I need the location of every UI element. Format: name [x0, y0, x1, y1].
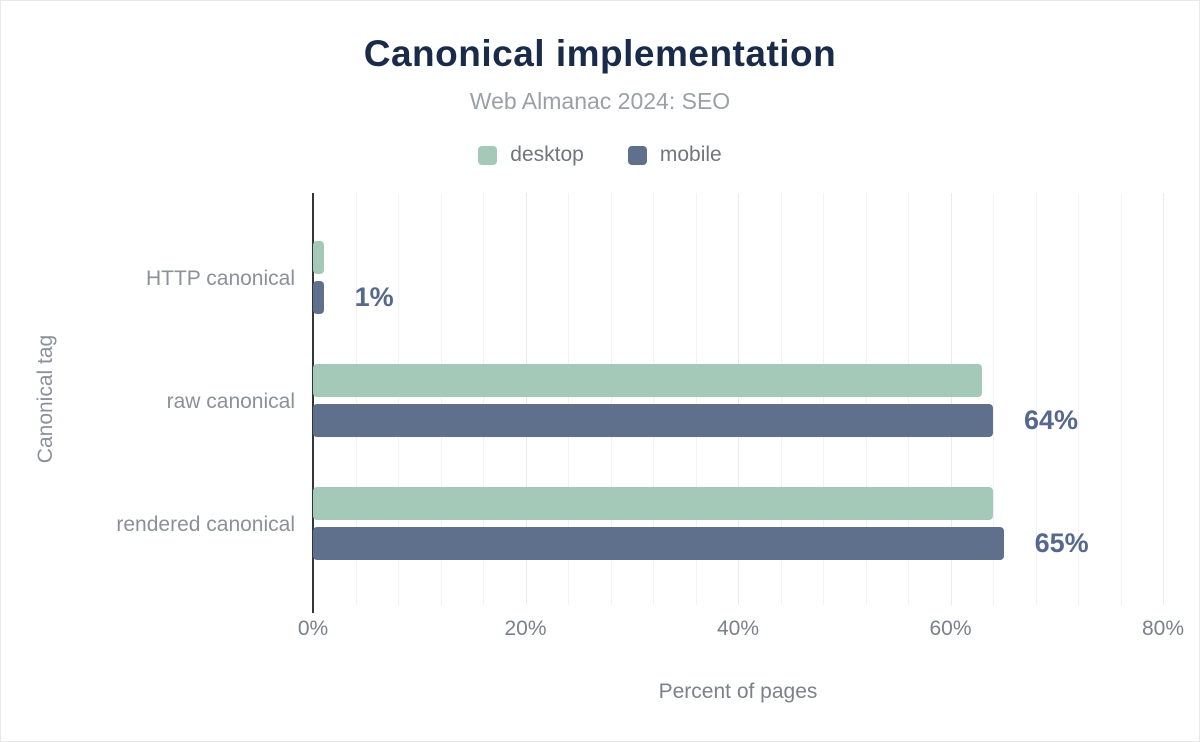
legend-label: mobile — [659, 143, 722, 166]
gridline-20 — [525, 193, 527, 605]
category-label-HTTP-canonical: HTTP canonical — [145, 266, 295, 290]
chart-title: Canonical implementation — [363, 33, 837, 74]
gridline-68 — [1035, 193, 1037, 605]
data-label-HTTP-canonical: 1% — [354, 282, 394, 312]
gridline-56 — [908, 193, 909, 605]
gridline-16 — [483, 193, 484, 605]
chart-subtitle: Web Almanac 2024: SEO — [469, 88, 731, 114]
data-label-raw-canonical: 64% — [1024, 405, 1079, 435]
category-label-rendered-canonical: rendered canonical — [116, 512, 295, 536]
gridline-48 — [823, 193, 824, 605]
x-axis-title: Percent of pages — [658, 680, 818, 703]
gridline-36 — [695, 193, 697, 605]
gridline-76 — [1120, 193, 1122, 605]
legend-item-desktop: desktop — [478, 143, 584, 167]
x-tick-0%: 0% — [297, 617, 329, 640]
legend-item-mobile: mobile — [627, 143, 722, 167]
gridline-24 — [568, 193, 569, 605]
bar-desktop-HTTP-canonical — [313, 241, 324, 274]
bar-mobile-rendered-canonical — [313, 527, 1004, 560]
desktop-swatch-icon — [478, 145, 498, 165]
x-tick-40%: 40% — [716, 617, 760, 640]
bar-desktop-raw-canonical — [313, 364, 983, 397]
x-tick-80%: 80% — [1141, 617, 1185, 640]
plot-area: 1% 64% 65% — [312, 193, 1186, 613]
mobile-swatch-icon — [627, 145, 647, 165]
gridline-52 — [865, 193, 867, 605]
legend: desktop mobile — [0, 143, 1200, 167]
gridline-28 — [610, 193, 612, 605]
gridline-80 — [1163, 193, 1164, 605]
gridline-72 — [1078, 193, 1079, 605]
gridline-44 — [780, 193, 782, 605]
gridline-8 — [398, 193, 399, 605]
gridline-40 — [738, 193, 739, 605]
gridline-32 — [653, 193, 654, 605]
data-label-rendered-canonical: 65% — [1034, 528, 1089, 558]
gridline-4 — [355, 193, 357, 605]
gridline-64 — [993, 193, 994, 605]
gridline-60 — [950, 193, 952, 605]
legend-label: desktop — [510, 143, 584, 166]
x-tick-20%: 20% — [504, 617, 547, 640]
category-label-raw-canonical: raw canonical — [166, 389, 295, 413]
gridline-12 — [440, 193, 442, 605]
y-axis-line — [312, 193, 314, 613]
bar-desktop-rendered-canonical — [313, 487, 993, 520]
bar-mobile-HTTP-canonical — [313, 281, 324, 314]
bar-mobile-raw-canonical — [313, 404, 993, 437]
x-tick-60%: 60% — [929, 617, 972, 640]
